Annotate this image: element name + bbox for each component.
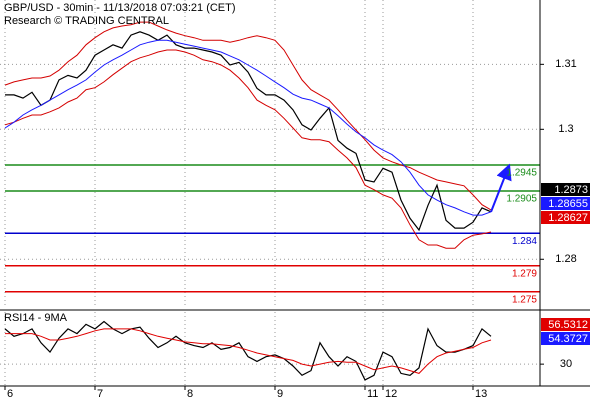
price-label-box [541, 318, 590, 331]
price-label-box [541, 332, 590, 345]
x-tick-label: 8 [187, 388, 193, 400]
x-tick-label: 12 [385, 388, 397, 400]
price-label-box [541, 183, 590, 196]
chart-subtitle: Research © TRADING CENTRAL [4, 15, 169, 27]
label-layer: 1.28 1.3 1.31 1.2945 1.2905 1.284 1.279 1.275 1.… [4, 58, 590, 400]
price-label-box [541, 197, 590, 210]
y-tick-label: 1.3 [558, 123, 573, 135]
level-label: 1.2945 [506, 168, 537, 179]
level-label: 1.2905 [506, 194, 537, 205]
level-label: 1.284 [512, 236, 537, 247]
series-line [4, 49, 492, 249]
x-tick-label: 11 [367, 388, 378, 400]
level-label: 1.279 [512, 268, 537, 279]
series-line [5, 328, 492, 374]
price-label-box [541, 211, 590, 224]
y-tick-label: 1.31 [555, 58, 576, 70]
data-layer [4, 21, 540, 381]
series-line [4, 21, 492, 211]
series-line [4, 320, 492, 381]
x-tick-label: 13 [475, 388, 487, 400]
y-tick-label: 1.28 [555, 253, 576, 265]
x-tick-label: 9 [277, 388, 283, 400]
level-label: 1.275 [512, 294, 537, 305]
grid-layer [0, 0, 544, 385]
price-label: 56.5312 [548, 319, 588, 331]
forecast-arrow [490, 163, 512, 213]
chart-title: GBP/USD - 30min - 11/13/2018 07:03:21 (C… [4, 2, 236, 14]
price-label: 1.28627 [548, 212, 588, 224]
price-label: 1.28655 [548, 198, 588, 210]
series-line [5, 31, 492, 232]
price-label: 1.2873 [554, 184, 588, 196]
x-tick-label: 6 [7, 388, 13, 400]
indicator-title: RSI14 - 9MA [4, 312, 68, 324]
x-tick-label: 7 [97, 388, 103, 400]
y-tick-label: 30 [560, 358, 572, 370]
series-line [4, 39, 492, 216]
price-label: 54.3727 [548, 333, 588, 345]
